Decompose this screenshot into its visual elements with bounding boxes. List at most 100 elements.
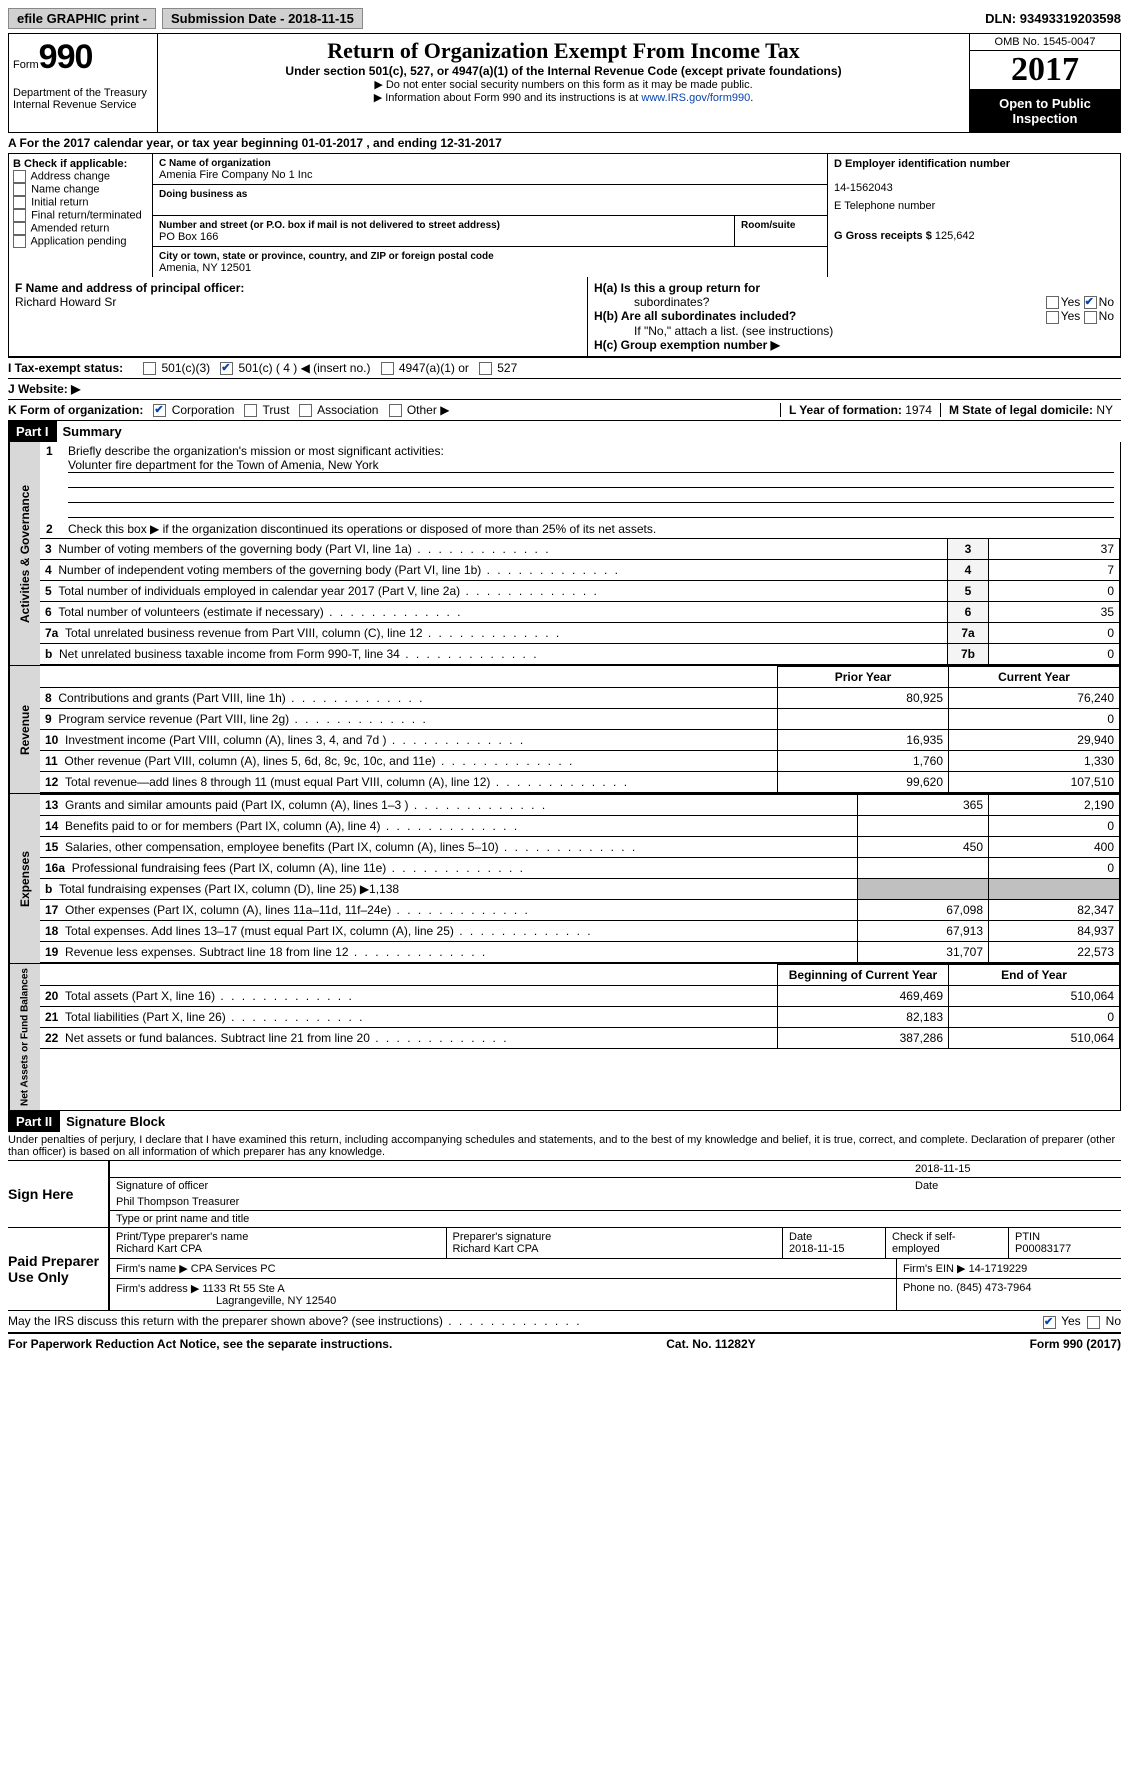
ha-no[interactable]	[1084, 296, 1097, 309]
line-j: J Website: ▶	[8, 378, 1121, 399]
b-opt-0[interactable]: Address change	[13, 170, 148, 183]
col-d: D Employer identification number14-15620…	[828, 154, 1121, 277]
hb-no[interactable]	[1084, 311, 1097, 324]
col-c: C Name of organizationAmenia Fire Compan…	[153, 154, 828, 277]
table-netassets: Beginning of Current YearEnd of Year20 T…	[40, 964, 1120, 1049]
hb-yes[interactable]	[1046, 311, 1059, 324]
ftr-mid: Cat. No. 11282Y	[666, 1337, 755, 1351]
note2: ▶ Information about Form 990 and its ins…	[162, 91, 965, 104]
topbar: efile GRAPHIC print - Submission Date - …	[8, 8, 1121, 29]
dln: DLN: 93493319203598	[985, 11, 1121, 26]
p-sig: Preparer's signatureRichard Kart CPA	[447, 1228, 784, 1258]
ptin: PTINP00083177	[1009, 1228, 1121, 1258]
row-fh: F Name and address of principal officer:…	[8, 277, 1121, 357]
table-revenue: Prior YearCurrent Year8 Contributions an…	[40, 666, 1120, 793]
b-opt-3[interactable]: Final return/terminated	[13, 209, 148, 222]
section-expenses: Expenses 13 Grants and similar amounts p…	[8, 794, 1121, 964]
sign-here-block: Sign Here 2018-11-15 Signature of office…	[8, 1161, 1121, 1228]
p-date: Date2018-11-15	[783, 1228, 886, 1258]
line-k: K Form of organization: Corporation Trus…	[8, 399, 1121, 421]
sign-here-label: Sign Here	[8, 1161, 110, 1227]
e-phone: E Telephone number	[834, 200, 1114, 224]
k-opt-3[interactable]: Other ▶	[389, 403, 450, 417]
open-inspection: Open to Public Inspection	[970, 90, 1120, 132]
paid-preparer-block: Paid Preparer Use Only Print/Type prepar…	[8, 1228, 1121, 1311]
header-boxes: B Check if applicable: Address change Na…	[8, 154, 1121, 277]
line-l: L Year of formation: 1974	[780, 403, 940, 417]
table-governance: 3 Number of voting members of the govern…	[40, 538, 1120, 665]
form-subtitle: Under section 501(c), 527, or 4947(a)(1)…	[162, 64, 965, 78]
ha: H(a) Is this a group return for	[594, 281, 1114, 295]
line-i: I Tax-exempt status: 501(c)(3) 501(c) ( …	[8, 357, 1121, 378]
vlabel-exp: Expenses	[9, 794, 40, 963]
g-receipts: G Gross receipts $ 125,642	[834, 230, 1114, 242]
firm-addr: Firm's address ▶ 1133 Rt 55 Ste ALagrang…	[110, 1279, 897, 1310]
discuss-row: May the IRS discuss this return with the…	[8, 1311, 1121, 1333]
hdr-right: OMB No. 1545-0047 2017 Open to Public In…	[969, 34, 1120, 132]
form-header: Form990 Department of the Treasury Inter…	[8, 33, 1121, 133]
h-block: H(a) Is this a group return for subordin…	[588, 277, 1120, 356]
l1: 1Briefly describe the organization's mis…	[40, 442, 1120, 520]
paid-label: Paid Preparer Use Only	[8, 1228, 110, 1310]
table-expenses: 13 Grants and similar amounts paid (Part…	[40, 794, 1120, 963]
b-opt-2[interactable]: Initial return	[13, 196, 148, 209]
k-opt-0[interactable]: Corporation	[153, 403, 234, 417]
dept1: Department of the Treasury	[13, 87, 153, 99]
ha-yes[interactable]	[1046, 296, 1059, 309]
part2-header: Part IISignature Block	[8, 1111, 1121, 1132]
declaration: Under penalties of perjury, I declare th…	[8, 1132, 1121, 1161]
k-opt-1[interactable]: Trust	[244, 403, 289, 417]
vlabel-net: Net Assets or Fund Balances	[9, 964, 40, 1110]
subdate-btn: Submission Date - 2018-11-15	[162, 8, 363, 29]
c-city: City or town, state or province, country…	[153, 247, 827, 277]
page-footer: For Paperwork Reduction Act Notice, see …	[8, 1334, 1121, 1351]
irs-link[interactable]: www.IRS.gov/form990	[641, 92, 750, 104]
sig-officer-lbl: Signature of officer	[116, 1180, 915, 1192]
omb: OMB No. 1545-0047	[970, 34, 1120, 51]
discuss-yes[interactable]	[1043, 1316, 1056, 1329]
i-opt-0[interactable]: 501(c)(3)	[143, 361, 210, 375]
discuss-no[interactable]	[1087, 1316, 1100, 1329]
hdr-mid: Return of Organization Exempt From Incom…	[158, 34, 969, 132]
tax-year: 2017	[970, 51, 1120, 90]
b-label: B Check if applicable:	[13, 158, 148, 170]
efile-label: efile GRAPHIC print -	[8, 8, 156, 29]
firm-name: Firm's name ▶ CPA Services PC	[110, 1259, 897, 1278]
line-a: A For the 2017 calendar year, or tax yea…	[8, 133, 1121, 154]
vlabel-gov: Activities & Governance	[9, 442, 40, 665]
ftr-right: Form 990 (2017)	[1030, 1337, 1121, 1351]
b-opt-1[interactable]: Name change	[13, 183, 148, 196]
k-opt-2[interactable]: Association	[299, 403, 378, 417]
i-opt-1[interactable]: 501(c) ( 4 ) ◀ (insert no.)	[220, 361, 370, 375]
hb-note: If "No," attach a list. (see instruction…	[634, 324, 1114, 338]
officer-name-lbl: Type or print name and title	[110, 1210, 1121, 1227]
section-revenue: Revenue Prior YearCurrent Year8 Contribu…	[8, 666, 1121, 794]
dept2: Internal Revenue Service	[13, 99, 153, 111]
hdr-left: Form990 Department of the Treasury Inter…	[9, 34, 158, 132]
firm-ein: Firm's EIN ▶ 14-1719229	[897, 1259, 1121, 1278]
line-m: M State of legal domicile: NY	[940, 403, 1121, 417]
b-opt-5[interactable]: Application pending	[13, 235, 148, 248]
section-governance: Activities & Governance 1Briefly describ…	[8, 442, 1121, 666]
form-title: Return of Organization Exempt From Incom…	[162, 38, 965, 64]
c-name: C Name of organizationAmenia Fire Compan…	[153, 154, 827, 185]
b-opt-4[interactable]: Amended return	[13, 222, 148, 235]
part1-header: Part ISummary	[8, 421, 1121, 442]
p-check[interactable]: Check if self-employed	[886, 1228, 1009, 1258]
f-officer: F Name and address of principal officer:…	[9, 277, 588, 356]
officer-name: Phil Thompson Treasurer	[110, 1194, 1121, 1210]
d-ein: D Employer identification number14-15620…	[834, 158, 1114, 194]
c-dba: Doing business as	[153, 185, 827, 216]
p-name: Print/Type preparer's nameRichard Kart C…	[110, 1228, 447, 1258]
vlabel-rev: Revenue	[9, 666, 40, 793]
l2: 2Check this box ▶ if the organization di…	[40, 520, 1120, 538]
ftr-left: For Paperwork Reduction Act Notice, see …	[8, 1337, 392, 1351]
i-opt-2[interactable]: 4947(a)(1) or	[381, 361, 469, 375]
form-number: 990	[39, 38, 93, 76]
col-b: B Check if applicable: Address change Na…	[8, 154, 153, 277]
firm-phone: Phone no. (845) 473-7964	[897, 1279, 1121, 1310]
hb: H(b) Are all subordinates included?Yes N…	[594, 309, 1114, 323]
c-addr: Number and street (or P.O. box if mail i…	[153, 216, 827, 247]
i-opt-3[interactable]: 527	[479, 361, 517, 375]
section-netassets: Net Assets or Fund Balances Beginning of…	[8, 964, 1121, 1111]
